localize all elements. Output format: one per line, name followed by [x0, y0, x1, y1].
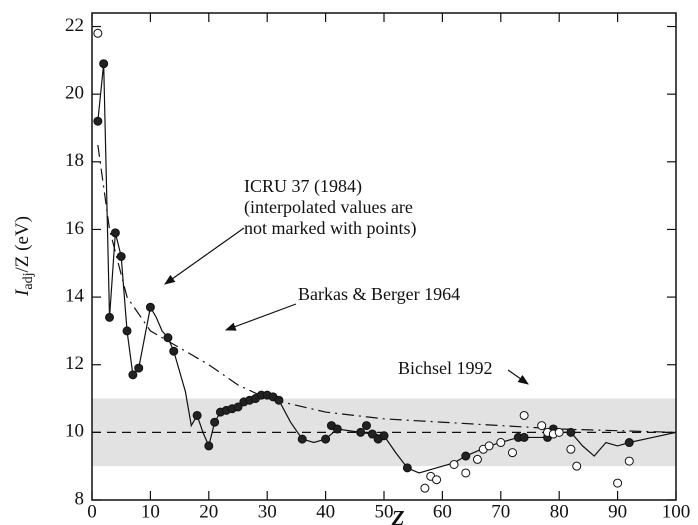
x-tick-label: 40 — [316, 501, 335, 522]
x-tick-label: 90 — [608, 501, 627, 522]
data-point — [134, 363, 144, 373]
x-tick-label: 20 — [199, 501, 218, 522]
data-point — [93, 116, 103, 126]
arrow — [164, 227, 245, 285]
data-point — [163, 333, 173, 343]
annotation: Barkas & Berger 1964 — [298, 284, 460, 304]
data-point — [624, 438, 634, 448]
data-point — [192, 410, 202, 420]
annotation: Bichsel 1992 — [398, 358, 493, 378]
y-tick-label: 14 — [65, 285, 85, 306]
y-label-sub: adj — [21, 273, 36, 290]
x-tick-label: 100 — [662, 501, 691, 522]
data-point — [99, 59, 109, 69]
data-point — [169, 346, 179, 356]
y-tick-label: 8 — [75, 488, 85, 509]
data-point — [297, 434, 307, 444]
y-label-rest: /Z (eV) — [12, 216, 33, 272]
data-point — [105, 312, 115, 322]
y-axis-label: Iadj/Z (eV) — [12, 216, 36, 297]
arrow — [507, 369, 529, 385]
arrow — [224, 303, 297, 331]
data-point — [461, 451, 471, 461]
x-tick-label: 70 — [491, 501, 510, 522]
annotation: not marked with points) — [244, 218, 416, 239]
data-point — [624, 456, 634, 466]
data-point — [537, 421, 547, 431]
data-point — [361, 421, 371, 431]
y-tick-label: 18 — [65, 150, 84, 171]
data-point — [233, 402, 243, 412]
data-point — [367, 429, 377, 439]
data-point — [204, 441, 214, 451]
x-tick-label: 60 — [433, 501, 452, 522]
data-point — [572, 461, 582, 471]
data-point — [110, 228, 120, 238]
data-point — [484, 441, 494, 451]
data-point — [461, 468, 471, 478]
data-point — [449, 459, 459, 469]
x-axis-label: Z — [391, 506, 405, 525]
y-label-main: I — [12, 288, 33, 297]
data-point — [472, 454, 482, 464]
x-tick-label: 10 — [141, 501, 160, 522]
data-point — [566, 444, 576, 454]
y-tick-label: 12 — [65, 353, 84, 374]
y-tick-label: 20 — [65, 83, 84, 104]
data-point — [432, 475, 442, 485]
plot-area — [92, 28, 677, 493]
y-tick-label: 10 — [65, 421, 84, 442]
data-point — [321, 434, 331, 444]
x-tick-label: 0 — [87, 501, 97, 522]
data-point — [566, 427, 576, 437]
data-point — [379, 431, 389, 441]
data-point — [613, 478, 623, 488]
x-tick-label: 80 — [550, 501, 569, 522]
x-tick-label: 50 — [375, 501, 394, 522]
annotation: (interpolated values are — [244, 197, 413, 218]
data-point — [128, 370, 138, 380]
data-point — [519, 432, 529, 442]
data-point — [116, 252, 126, 261]
data-point — [402, 463, 412, 473]
y-tick-label: 16 — [65, 218, 84, 239]
x-tick-label: 30 — [258, 501, 277, 522]
data-point — [332, 424, 342, 434]
data-point — [145, 302, 155, 312]
data-point — [420, 483, 430, 493]
data-point — [519, 410, 529, 420]
data-point — [554, 427, 564, 437]
data-point — [356, 427, 366, 437]
data-point — [507, 448, 517, 458]
data-point — [93, 28, 103, 38]
data-point — [122, 326, 132, 336]
annotation: ICRU 37 (1984) — [244, 176, 362, 197]
y-tick-label: 22 — [65, 15, 84, 36]
data-point — [496, 438, 506, 448]
data-point — [274, 395, 284, 405]
data-point — [210, 417, 220, 427]
